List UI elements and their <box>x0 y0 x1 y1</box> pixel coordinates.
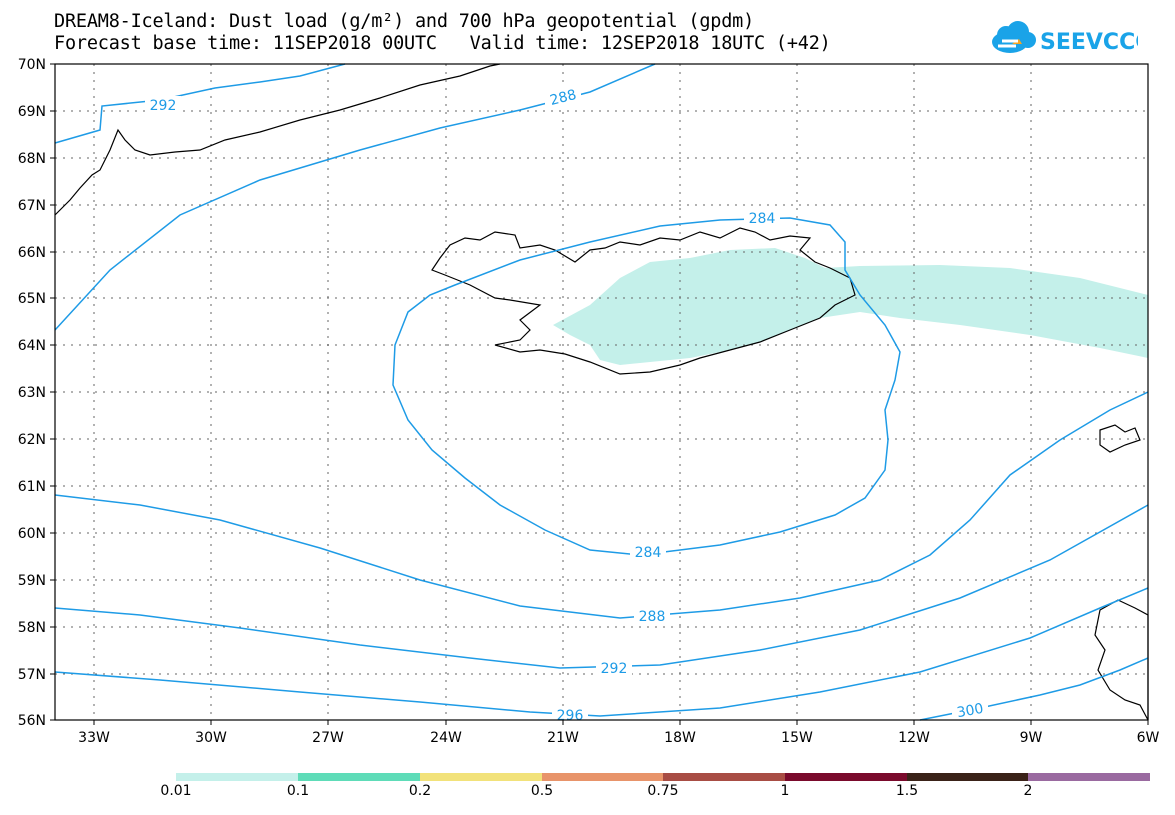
seevccc-logo: SEEVCCC <box>988 18 1151 58</box>
lat-label: 66N <box>18 245 46 261</box>
colorbar <box>176 773 1150 781</box>
lon-label: 15W <box>781 730 813 746</box>
iceland-coast <box>431 227 856 375</box>
colorbar-segment <box>663 773 785 781</box>
colorbar-label: 0.5 <box>530 783 554 799</box>
contour-label: 284 <box>635 545 662 561</box>
contour-296-south <box>54 587 1149 717</box>
lon-label: 18W <box>664 730 696 746</box>
faroe-coast <box>1099 424 1141 453</box>
lon-label: 33W <box>78 730 110 746</box>
lon-label: 24W <box>430 730 462 746</box>
colorbar-label: 1 <box>780 783 790 799</box>
contour-288-south <box>54 391 1149 619</box>
colorbar-label: 0.75 <box>647 783 679 799</box>
contour-292-south <box>54 504 1149 669</box>
lat-label: 68N <box>18 151 46 167</box>
colorbar-segment <box>907 773 1028 781</box>
contour-labels: 292 288 284 284 288 292 296 300 <box>145 87 988 724</box>
contour-label: 300 <box>956 701 985 721</box>
latitude-labels: 70N 69N 68N 67N 66N 65N 64N 63N 62N 61N … <box>18 57 46 729</box>
colorbar-label: 0.2 <box>408 783 432 799</box>
contour-284-closed <box>392 217 901 556</box>
contour-label: 284 <box>749 211 776 227</box>
colorbar-segment <box>785 773 907 781</box>
greenland-coast <box>54 63 501 216</box>
chart-title: DREAM8-Iceland: Dust load (g/m²) and 700… <box>54 11 755 32</box>
lat-label: 60N <box>18 526 46 542</box>
lat-label: 64N <box>18 338 46 354</box>
dust-load-shading <box>553 248 1148 365</box>
lat-label: 65N <box>18 291 46 307</box>
lon-label: 27W <box>312 730 344 746</box>
colorbar-label: 0.01 <box>160 783 192 799</box>
lat-label: 61N <box>18 479 46 495</box>
coastlines <box>54 63 1149 721</box>
lat-label: 59N <box>18 573 46 589</box>
graticule <box>55 64 1148 720</box>
contour-label: 292 <box>601 661 628 677</box>
colorbar-segment <box>298 773 420 781</box>
lon-label: 6W <box>1137 730 1160 746</box>
lon-label: 21W <box>547 730 579 746</box>
lat-label: 69N <box>18 104 46 120</box>
contour-label: 288 <box>548 87 578 109</box>
lat-label: 70N <box>18 57 46 73</box>
lon-label: 12W <box>898 730 930 746</box>
lat-label: 67N <box>18 198 46 214</box>
contour-label: 292 <box>150 98 177 114</box>
colorbar-segment <box>420 773 542 781</box>
lat-label: 62N <box>18 432 46 448</box>
colorbar-segment <box>542 773 663 781</box>
scotland-coast <box>1094 599 1149 721</box>
colorbar-segment <box>1028 773 1150 781</box>
lat-label: 63N <box>18 385 46 401</box>
lon-label: 30W <box>195 730 227 746</box>
lat-label: 58N <box>18 620 46 636</box>
lon-label: 9W <box>1020 730 1043 746</box>
lat-label: 57N <box>18 667 46 683</box>
colorbar-segment <box>176 773 298 781</box>
colorbar-label: 2 <box>1023 783 1033 799</box>
longitude-labels: 33W 30W 27W 24W 21W 18W 15W 12W 9W 6W <box>78 730 1159 746</box>
cloud-icon <box>992 21 1036 53</box>
contour-label: 296 <box>557 708 584 724</box>
colorbar-label: 1.5 <box>895 783 919 799</box>
contour-292-north <box>54 63 346 144</box>
lat-label: 56N <box>18 713 46 729</box>
contour-label: 288 <box>639 609 666 625</box>
colorbar-label: 0.1 <box>286 783 310 799</box>
chart-subtitle: Forecast base time: 11SEP2018 00UTC Vali… <box>54 33 831 54</box>
logo-text: SEEVCCC <box>1040 30 1138 55</box>
axis-ticks <box>50 63 1149 725</box>
